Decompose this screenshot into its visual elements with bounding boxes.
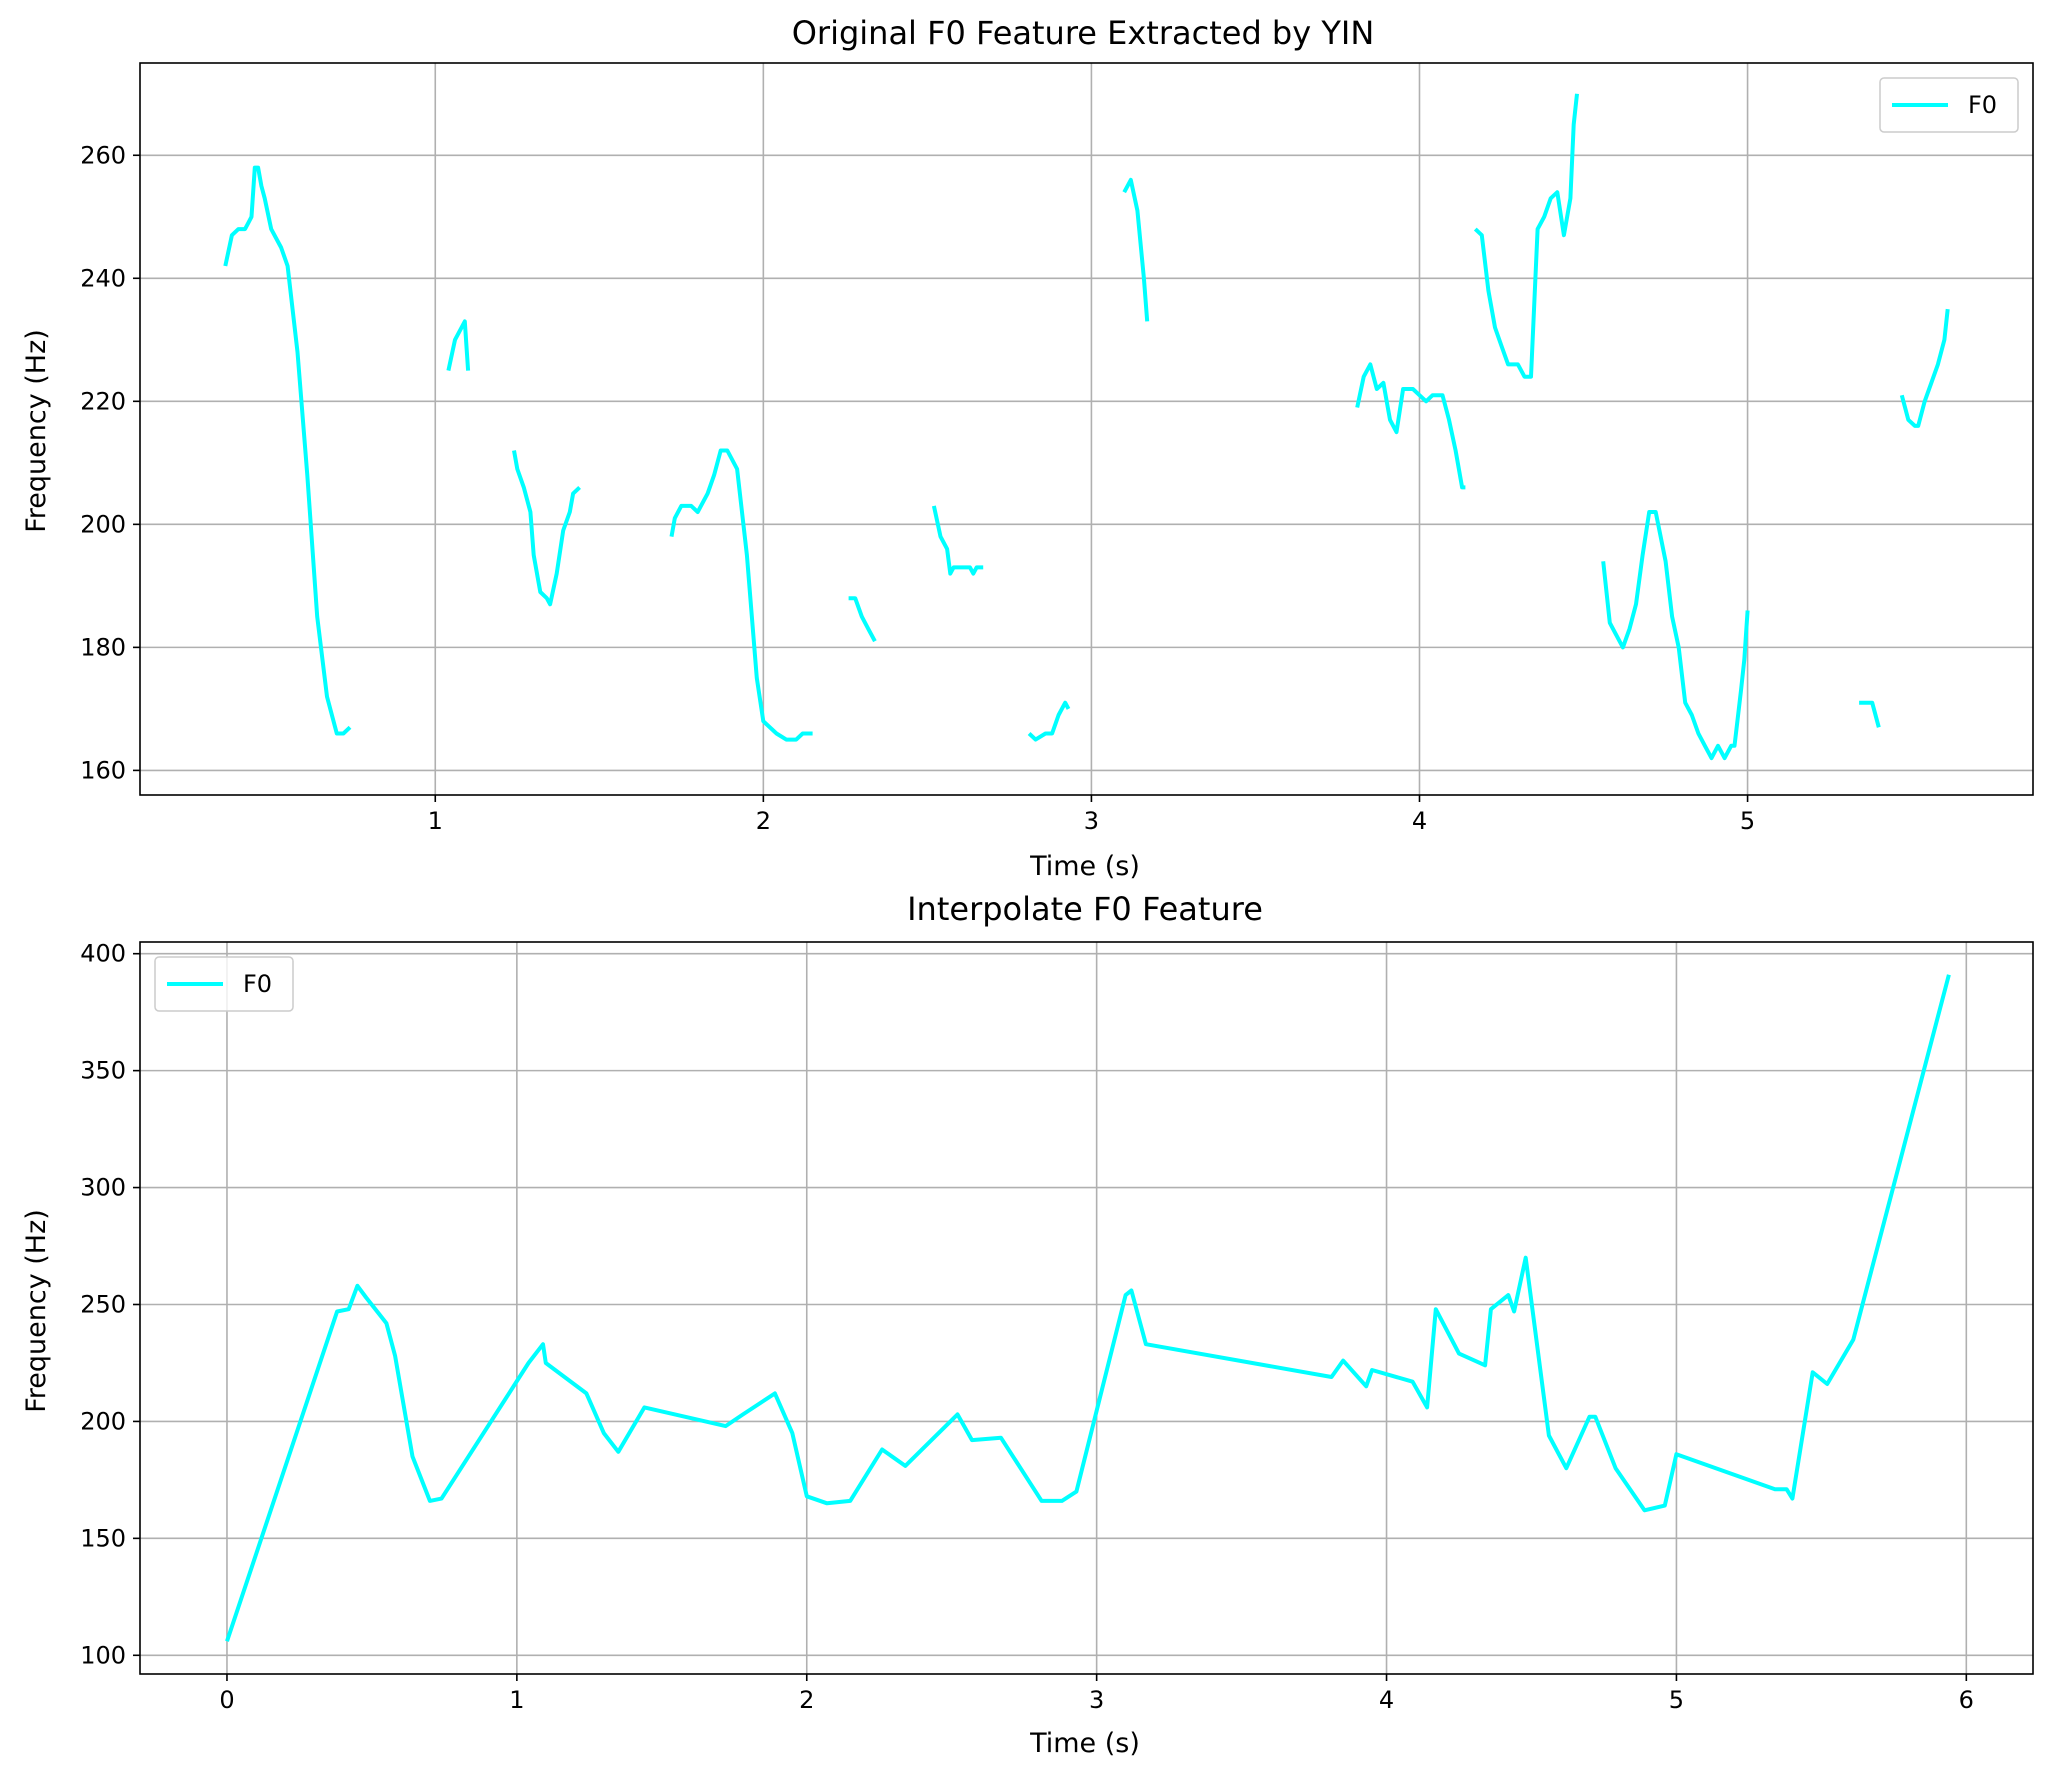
top-chart-frame <box>139 62 2034 796</box>
y-tick-label: 200 <box>80 1407 126 1435</box>
bottom-chart-ticks: 0 1 2 3 4 5 6 100 150 200 250 300 350 400 <box>80 940 1974 1714</box>
f0-line-segment <box>1473 93 1579 379</box>
top-chart-lines <box>223 93 1950 761</box>
f0-line-segment <box>848 596 877 643</box>
x-tick-label: 5 <box>1740 807 1755 835</box>
top-chart-y-axis-label: Frequency (Hz) <box>21 329 52 533</box>
y-tick-label: 350 <box>80 1057 126 1085</box>
x-tick-label: 6 <box>1959 1686 1974 1714</box>
bottom-chart-frame <box>139 941 2034 1675</box>
bottom-chart-lines <box>225 974 1951 1642</box>
bottom-chart-legend: F0 <box>154 956 294 1012</box>
y-tick-label: 220 <box>80 387 126 415</box>
top-chart-legend-box <box>1879 77 2019 133</box>
f0-line-segment <box>1027 700 1071 742</box>
x-tick-label: 2 <box>756 807 771 835</box>
y-tick-label: 160 <box>80 756 126 784</box>
bottom-chart-y-axis-label: Frequency (Hz) <box>21 1209 52 1413</box>
f0-line-segment <box>446 319 471 372</box>
top-chart-title: Original F0 Feature Extracted by YIN <box>792 14 1375 52</box>
f0-line-segment <box>1899 308 1950 428</box>
x-tick-label: 1 <box>509 1686 524 1714</box>
x-tick-label: 4 <box>1379 1686 1394 1714</box>
y-tick-label: 100 <box>80 1641 126 1669</box>
f0-line-segment <box>1859 700 1881 728</box>
y-tick-label: 200 <box>80 510 126 538</box>
x-tick-label: 3 <box>1084 807 1099 835</box>
y-tick-label: 150 <box>80 1524 126 1552</box>
top-chart-ticks: 1 2 3 4 5 160 180 200 220 240 260 <box>80 141 1755 835</box>
f0-line-segment <box>1122 177 1150 322</box>
x-tick-label: 4 <box>1412 807 1427 835</box>
f0-line-segment <box>931 505 984 576</box>
bottom-chart-legend-label: F0 <box>243 970 272 998</box>
f0-line-segment <box>512 450 581 607</box>
x-tick-label: 0 <box>219 1686 234 1714</box>
f0-line-segment <box>225 974 1951 1642</box>
y-tick-label: 300 <box>80 1174 126 1202</box>
f0-line-segment <box>223 165 352 736</box>
y-tick-label: 180 <box>80 633 126 661</box>
f0-line-segment <box>1355 362 1466 490</box>
y-tick-label: 260 <box>80 141 126 169</box>
y-tick-label: 400 <box>80 940 126 968</box>
x-tick-label: 5 <box>1669 1686 1684 1714</box>
x-tick-label: 1 <box>428 807 443 835</box>
top-chart: Original F0 Feature Extracted by YIN Tim… <box>21 14 2034 882</box>
top-chart-grid <box>140 63 2033 795</box>
x-tick-label: 3 <box>1089 1686 1104 1714</box>
f0-line-segment <box>1601 510 1750 761</box>
bottom-chart: Interpolate F0 Feature Time (s) Frequenc… <box>21 890 2034 1759</box>
bottom-chart-x-axis-label: Time (s) <box>1029 1728 1140 1759</box>
bottom-chart-title: Interpolate F0 Feature <box>907 890 1263 928</box>
top-chart-x-axis-label: Time (s) <box>1029 851 1140 882</box>
top-chart-legend: F0 <box>1879 77 2019 133</box>
x-tick-label: 2 <box>799 1686 814 1714</box>
top-chart-legend-label: F0 <box>1968 91 1997 119</box>
bottom-chart-legend-box <box>154 956 294 1012</box>
y-tick-label: 250 <box>80 1290 126 1318</box>
bottom-chart-grid <box>140 942 2033 1674</box>
f0-line-segment <box>669 448 813 742</box>
y-tick-label: 240 <box>80 264 126 292</box>
